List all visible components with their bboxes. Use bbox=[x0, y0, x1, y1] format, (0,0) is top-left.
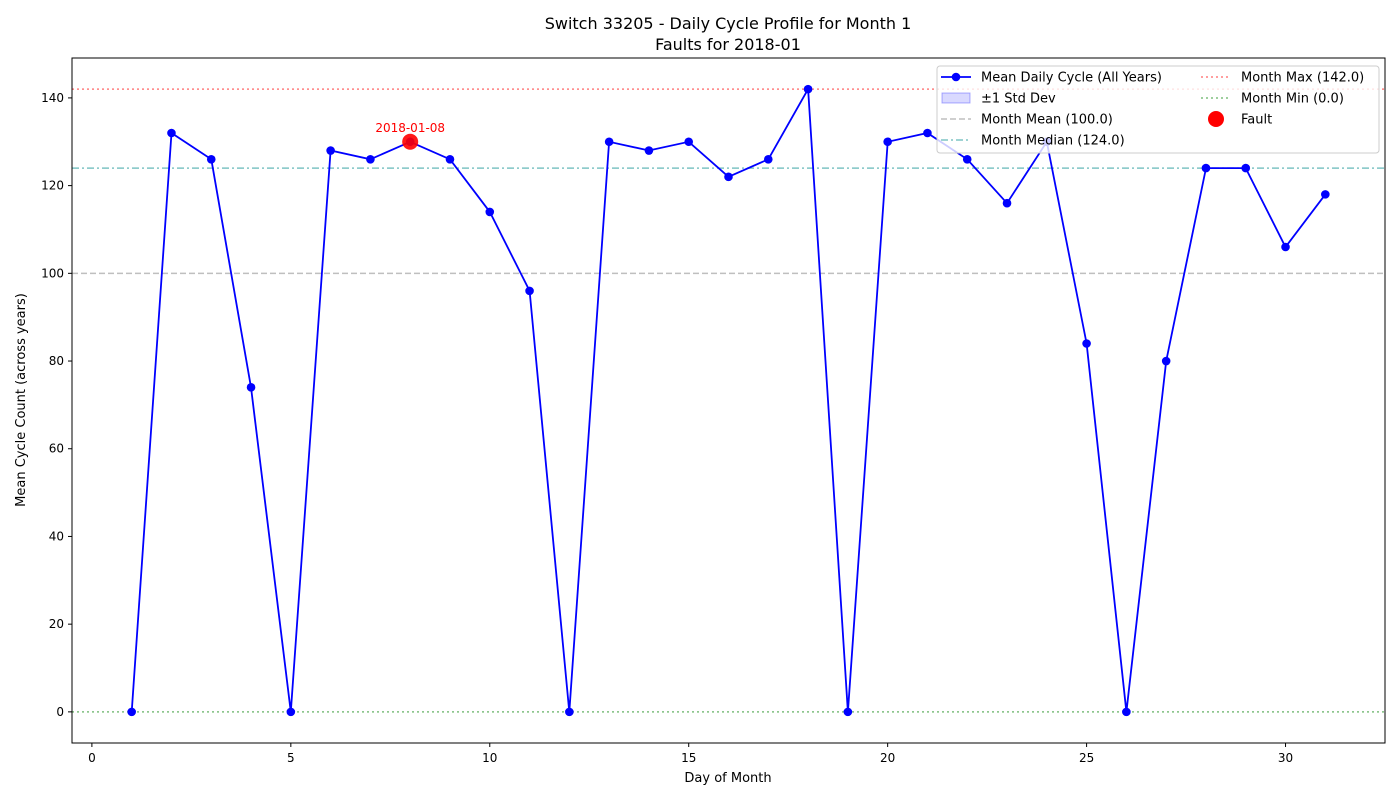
legend-label: Month Min (0.0) bbox=[1241, 92, 1344, 107]
data-point bbox=[644, 146, 654, 155]
data-point bbox=[1321, 190, 1330, 199]
y-tick-label: 100 bbox=[41, 266, 64, 280]
y-tick-label: 60 bbox=[49, 442, 64, 456]
legend: Mean Daily Cycle (All Years) ±1 Std Dev Mo… bbox=[936, 65, 1380, 154]
x-tick-label: 20 bbox=[880, 751, 895, 765]
legend-handle-marker bbox=[951, 72, 961, 82]
data-point bbox=[286, 707, 296, 717]
legend-label: Month Mean (100.0) bbox=[981, 113, 1113, 128]
x-tick-label: 30 bbox=[1278, 751, 1293, 765]
legend-label: Month Median (124.0) bbox=[981, 134, 1125, 149]
data-point bbox=[962, 155, 972, 164]
data-point bbox=[923, 128, 932, 138]
data-point bbox=[1161, 356, 1171, 366]
data-point bbox=[366, 155, 375, 164]
legend-label: Mean Daily Cycle (All Years) bbox=[981, 71, 1162, 86]
fault-marker bbox=[402, 133, 419, 150]
data-point bbox=[763, 155, 773, 164]
x-tick-label: 15 bbox=[681, 751, 696, 765]
y-tick-label: 0 bbox=[56, 705, 64, 719]
y-tick-label: 140 bbox=[41, 91, 64, 105]
axes-frame bbox=[71, 57, 1386, 744]
x-tick-label: 5 bbox=[287, 751, 295, 765]
data-point bbox=[1241, 163, 1251, 173]
data-point bbox=[1082, 339, 1091, 348]
data-point bbox=[604, 137, 614, 147]
y-tick-label: 80 bbox=[49, 354, 64, 368]
data-point bbox=[565, 707, 574, 717]
data-point bbox=[485, 207, 495, 217]
data-point bbox=[1201, 163, 1211, 173]
data-point bbox=[883, 137, 892, 147]
legend-handle-patch bbox=[941, 92, 971, 104]
plot-area: 2018-01-08 bbox=[72, 84, 1385, 717]
chart-subtitle: Faults for 2018-01 bbox=[655, 35, 801, 54]
y-tick-label: 20 bbox=[49, 617, 64, 631]
data-point bbox=[843, 707, 853, 717]
x-tick-label: 10 bbox=[482, 751, 497, 765]
data-point bbox=[127, 707, 136, 717]
data-point bbox=[684, 137, 694, 147]
data-point bbox=[525, 286, 534, 296]
data-point bbox=[246, 383, 256, 392]
legend-box bbox=[936, 65, 1380, 154]
legend-label: Month Max (142.0) bbox=[1241, 71, 1364, 86]
x-axis-label: Day of Month bbox=[684, 771, 771, 786]
fault-label: 2018-01-08 bbox=[375, 121, 445, 135]
data-point bbox=[326, 146, 335, 155]
y-tick-label: 120 bbox=[41, 179, 64, 193]
data-point bbox=[167, 128, 176, 138]
data-point bbox=[206, 155, 216, 164]
y-tick-label: 40 bbox=[49, 529, 64, 543]
data-point bbox=[445, 155, 455, 164]
x-tick-label: 0 bbox=[88, 751, 96, 765]
x-tick-label: 25 bbox=[1079, 751, 1094, 765]
legend-label: Fault bbox=[1241, 113, 1272, 128]
data-point bbox=[724, 172, 733, 182]
axes: 0 5 10 15 20 25 30 0 20 40 60 80 100 120 140 bbox=[41, 57, 1386, 765]
data-point bbox=[1002, 198, 1012, 208]
y-axis-label: Mean Cycle Count (across years) bbox=[14, 293, 29, 507]
chart-title: Switch 33205 - Daily Cycle Profile for M… bbox=[545, 14, 912, 33]
data-point bbox=[1281, 242, 1290, 252]
data-point bbox=[803, 84, 813, 94]
data-point bbox=[1122, 707, 1131, 717]
legend-label: ±1 Std Dev bbox=[981, 92, 1056, 107]
legend-handle-marker bbox=[1208, 111, 1224, 127]
